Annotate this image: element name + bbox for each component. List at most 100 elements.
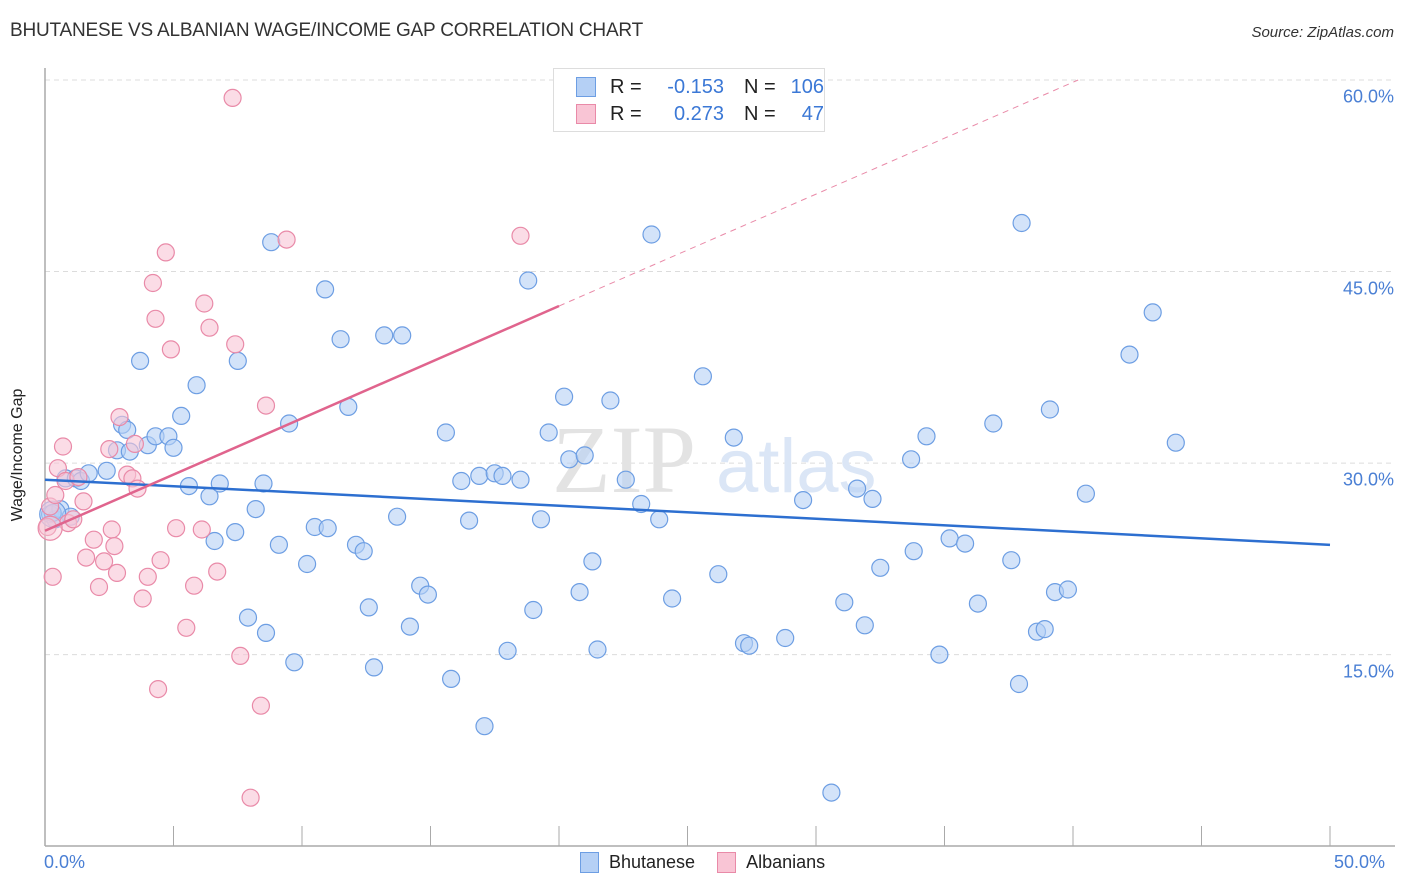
data-point (930, 645, 949, 664)
data-point (560, 450, 579, 469)
data-point (1166, 433, 1185, 452)
data-point (187, 376, 206, 395)
data-point (228, 351, 247, 370)
data-point (393, 326, 412, 345)
data-point (177, 618, 196, 637)
legend-label: Bhutanese (609, 852, 696, 872)
data-point (847, 479, 867, 498)
x-tick-max: 50.0% (1334, 852, 1386, 872)
data-point (53, 437, 73, 456)
data-point (1002, 551, 1021, 570)
data-point (149, 679, 168, 699)
albanians-swatch-icon (717, 852, 737, 873)
watermark: ZIP atlas (552, 406, 877, 513)
data-point (575, 446, 594, 465)
gridlines (45, 79, 1395, 656)
data-point (1143, 303, 1162, 322)
data-point (442, 669, 461, 689)
data-point (519, 271, 538, 290)
data-point (724, 428, 743, 447)
data-point (863, 489, 882, 508)
r-label: R = (610, 75, 642, 98)
data-point (156, 243, 175, 262)
data-point (133, 589, 152, 608)
data-point (418, 585, 437, 604)
data-point (143, 273, 162, 293)
data-point (226, 335, 245, 354)
chart-title: BHUTANESE VS ALBANIAN WAGE/INCOME GAP CO… (10, 20, 644, 41)
data-point (1040, 400, 1060, 419)
data-point (539, 423, 558, 442)
data-point (470, 466, 489, 485)
data-point (76, 548, 96, 567)
data-point (1009, 674, 1029, 694)
legend-row-bhutanese: R = -0.153 N = 106 (576, 74, 824, 100)
data-point (110, 408, 129, 427)
data-point (74, 492, 93, 511)
data-point (955, 534, 975, 553)
data-point (452, 471, 471, 491)
data-point (131, 351, 150, 370)
data-point (554, 387, 574, 406)
data-point (256, 396, 276, 415)
data-point (167, 519, 186, 538)
data-point (151, 551, 170, 570)
data-point (192, 520, 211, 539)
data-point (588, 640, 607, 659)
source-label: Source: ZipAtlas.com (1251, 24, 1394, 41)
data-point (1012, 213, 1031, 233)
data-point (511, 470, 530, 489)
data-point (331, 330, 350, 349)
data-point (97, 461, 116, 480)
data-point (511, 226, 530, 245)
y-tick-label: 60.0% (1342, 86, 1394, 107)
x-tick-min: 0.0% (44, 852, 86, 872)
series-legend: Bhutanese Albanians (580, 852, 847, 873)
data-point (285, 653, 304, 672)
data-point (316, 280, 335, 299)
correlation-legend: R = -0.153 N = 106 R = 0.273 N = 47 (553, 68, 825, 132)
legend-row-albanians: R = 0.273 N = 47 (576, 101, 824, 127)
y-tick-label: 45.0% (1342, 278, 1394, 299)
data-point (94, 552, 114, 571)
data-point (359, 598, 378, 617)
axes (44, 68, 1395, 847)
n-label: N = (744, 102, 776, 125)
data-point (917, 427, 936, 446)
data-point (298, 554, 317, 574)
data-point (524, 600, 543, 620)
data-point (776, 628, 795, 648)
data-point (277, 230, 296, 249)
data-point (740, 636, 759, 655)
data-point (146, 309, 165, 328)
data-point (318, 519, 337, 538)
data-point (241, 788, 260, 807)
r-value: 0.273 (673, 102, 724, 125)
data-point (400, 617, 419, 636)
data-point (246, 500, 265, 519)
data-point (871, 558, 890, 577)
data-point (107, 563, 127, 583)
data-point (460, 511, 479, 530)
data-point (388, 507, 407, 526)
legend-item-bhutanese[interactable]: Bhutanese (580, 852, 695, 873)
data-point (1058, 580, 1078, 599)
data-point (354, 542, 373, 561)
data-point (138, 567, 157, 586)
data-point (1120, 345, 1139, 364)
data-point (46, 485, 65, 505)
data-point (1076, 484, 1096, 503)
data-point (642, 225, 661, 244)
legend-item-albanians[interactable]: Albanians (717, 852, 825, 873)
data-point (172, 406, 191, 425)
albanians-swatch-icon (576, 104, 596, 124)
data-point (968, 594, 988, 613)
data-point (583, 552, 602, 571)
bhutanese-swatch-icon (576, 77, 596, 97)
bhutanese-swatch-icon (580, 852, 599, 873)
data-point (650, 510, 669, 529)
data-point (662, 589, 682, 608)
data-point (984, 414, 1003, 433)
data-point (43, 567, 62, 586)
